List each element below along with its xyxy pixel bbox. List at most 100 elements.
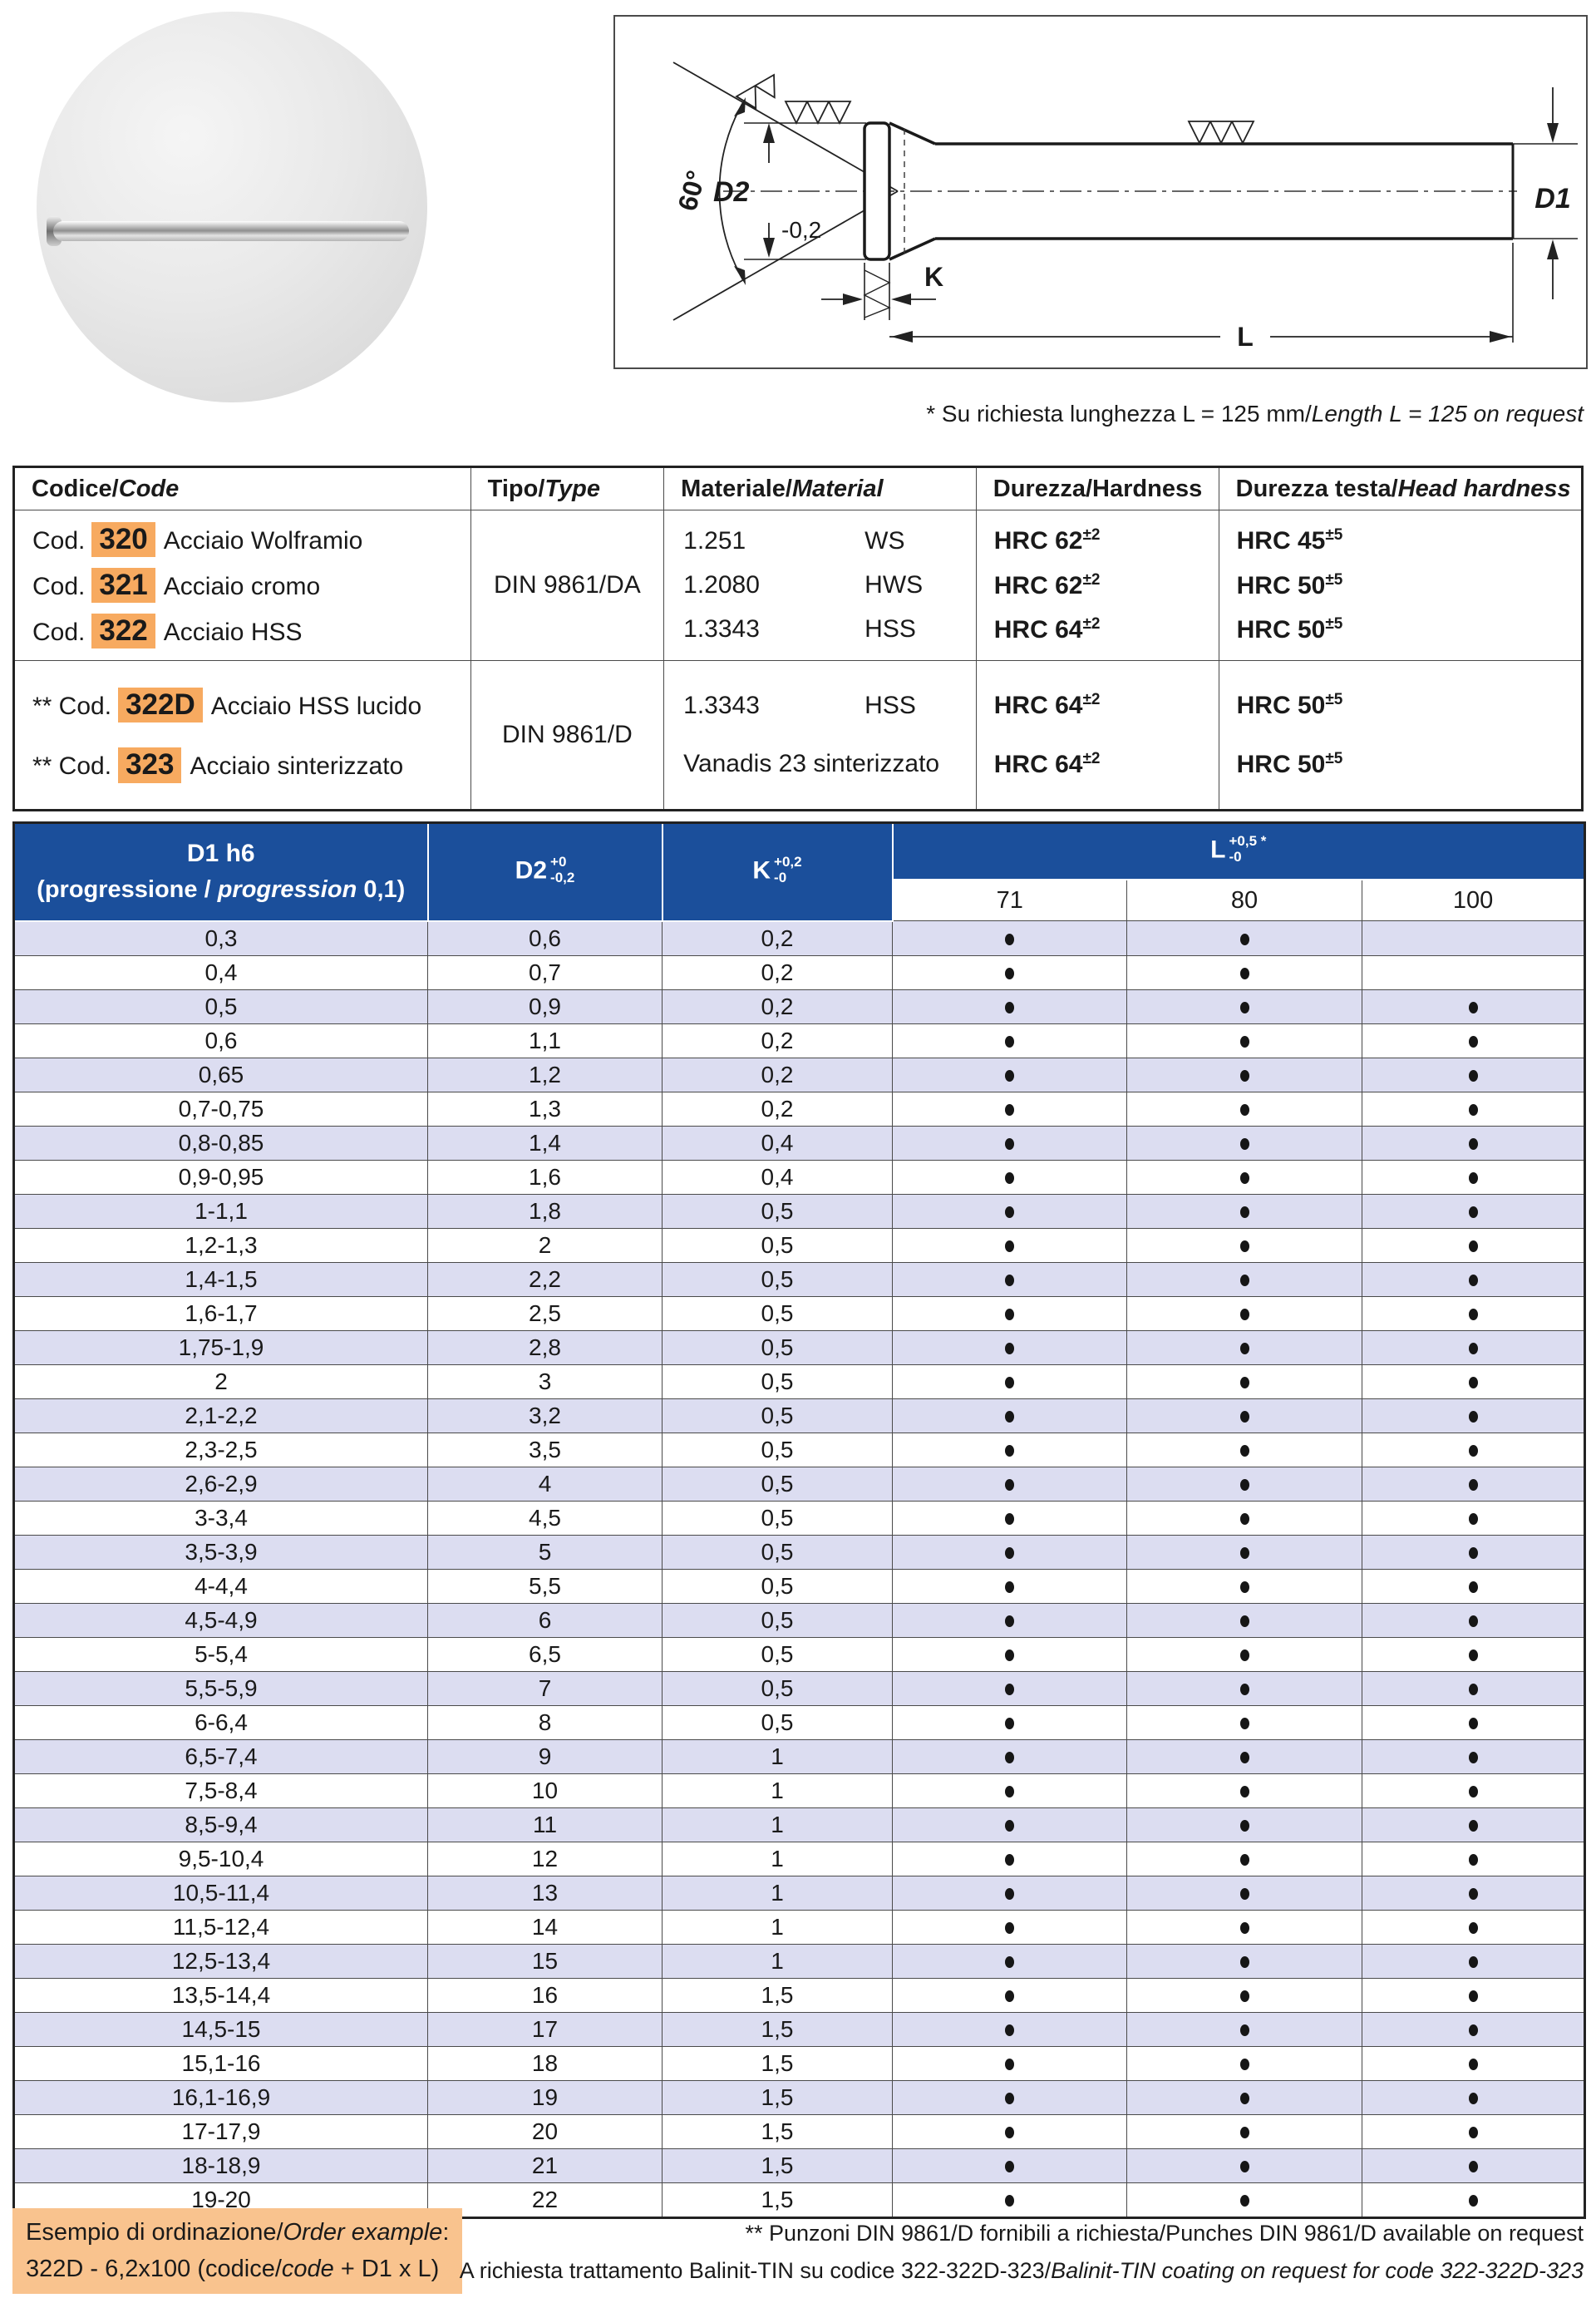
length-availability-cell	[1126, 1602, 1362, 1638]
length-availability-cell	[1126, 1329, 1362, 1365]
k-cell: 1	[662, 1841, 893, 1876]
length-availability-cell	[892, 1773, 1127, 1808]
length-availability-cell	[1361, 2011, 1586, 2047]
punch-shaft-photo	[53, 221, 409, 241]
length-availability-cell	[1126, 1500, 1362, 1536]
table-row: 7,5-8,4 10 1	[13, 1773, 1586, 1808]
d1-cell: 8,5-9,4	[13, 1807, 428, 1842]
d2-cell: 5,5	[427, 1568, 663, 1604]
availability-dot	[1005, 1854, 1014, 1867]
k-cell: 0,2	[662, 920, 893, 956]
d2-cell: 3,2	[427, 1398, 663, 1433]
availability-dot	[1005, 1070, 1014, 1082]
availability-dot	[1239, 1343, 1249, 1355]
length-availability-cell	[1126, 1841, 1362, 1876]
material-line: 1.3343 HSS	[683, 615, 916, 643]
length-availability-cell	[1361, 954, 1586, 990]
head-hardness-line: HRC 50±5	[1236, 749, 1343, 778]
d2-cell: 10	[427, 1773, 663, 1808]
d1-cell: 0,5	[13, 989, 428, 1024]
length-availability-cell	[892, 2045, 1127, 2081]
length-availability-cell	[892, 1738, 1127, 1774]
availability-dot	[1005, 1479, 1014, 1492]
code-line: ** Cod. 323 Acciaio sinterizzato	[16, 747, 470, 783]
roughness-icon	[735, 73, 776, 110]
length-availability-cell	[1126, 1466, 1362, 1502]
k-cell: 0,5	[662, 1227, 893, 1263]
length-availability-cell	[1126, 1670, 1362, 1706]
availability-dot	[1239, 1309, 1249, 1321]
availability-dot	[1005, 1786, 1014, 1798]
availability-dot	[1005, 2161, 1014, 2173]
length-availability-cell	[1361, 1227, 1586, 1263]
code-badge: 323	[118, 747, 182, 783]
availability-dot	[1239, 968, 1249, 980]
availability-dot	[1239, 1275, 1249, 1287]
header-d1: D1 h6 (progressione / progression 0,1)	[12, 821, 429, 922]
material-line: 1.3343 HSS	[683, 692, 916, 719]
d1-cell: 2,6-2,9	[13, 1466, 428, 1502]
length-availability-cell	[892, 920, 1127, 956]
availability-dot	[1468, 1240, 1478, 1253]
length-availability-cell	[1361, 2182, 1586, 2218]
length-availability-cell	[1361, 1364, 1586, 1399]
material-line: Vanadis 23 sinterizzato	[683, 750, 940, 777]
length-availability-cell	[1126, 1807, 1362, 1842]
length-availability-cell	[892, 1841, 1127, 1876]
availability-dot	[1468, 2059, 1478, 2071]
k-cell: 0,5	[662, 1398, 893, 1433]
length-availability-cell	[1126, 2182, 1362, 2218]
availability-dot	[1239, 933, 1249, 945]
availability-dot	[1005, 1547, 1014, 1560]
d1-cell: 6-6,4	[13, 1704, 428, 1740]
arc-arrow-top	[734, 97, 746, 116]
availability-dot	[1005, 1650, 1014, 1662]
availability-dot	[1239, 1990, 1249, 2003]
k-cell: 0,5	[662, 1534, 893, 1570]
header-codice: Codice/Code	[13, 466, 471, 510]
hardness-line: HRC 62±2	[993, 526, 1101, 555]
k-cell: 1	[662, 1875, 893, 1911]
length-availability-cell	[1361, 1432, 1586, 1467]
d1-cell: 0,6	[13, 1023, 428, 1058]
availability-dot	[1005, 1138, 1014, 1151]
d1-label: D1	[1534, 183, 1570, 215]
length-availability-cell	[1126, 1773, 1362, 1808]
availability-dot	[1005, 1275, 1014, 1287]
d2-cell: 14	[427, 1909, 663, 1945]
table-row: 2 3 0,5	[13, 1364, 1586, 1399]
length-availability-cell	[1126, 1091, 1362, 1127]
length-availability-cell	[1361, 1841, 1586, 1876]
order-example-line2: 322D - 6,2x100 (codice/code + D1 x L)	[26, 2255, 440, 2282]
availability-dot	[1239, 1615, 1249, 1628]
table-row: 11,5-12,4 14 1	[13, 1909, 1586, 1945]
availability-dot	[1005, 2059, 1014, 2071]
table-row: 18-18,9 21 1,5	[13, 2148, 1586, 2183]
length-availability-cell	[892, 989, 1127, 1024]
length-availability-cell	[1126, 2045, 1362, 2081]
material-line: 1.251 WS	[683, 527, 905, 555]
footnote-2: A richiesta trattamento Balinit-TIN su c…	[459, 2257, 1584, 2283]
availability-dot	[1468, 1309, 1478, 1321]
tipo-cell: DIN 9861/D	[470, 660, 665, 811]
d1-cell: 0,3	[13, 920, 428, 956]
availability-dot	[1468, 1513, 1478, 1526]
durezza-cell: HRC 62±2 HRC 62±2 HRC 64±2	[975, 510, 1219, 661]
dimensions-table: D1 h6 (progressione / progression 0,1) D…	[12, 821, 1587, 2219]
availability-dot	[1239, 1411, 1249, 1423]
length-availability-cell	[892, 1602, 1127, 1638]
d1-cell: 0,4	[13, 954, 428, 990]
length-availability-cell	[1361, 1636, 1586, 1672]
availability-dot	[1005, 1888, 1014, 1901]
code-group-row: Cod. 320 Acciaio Wolframio Cod. 321 Acciaio …	[13, 510, 1584, 661]
d1-cell: 1-1,1	[13, 1193, 428, 1229]
length-availability-cell	[1126, 1364, 1362, 1399]
length-availability-cell	[1126, 1023, 1362, 1058]
table-row: 1,6-1,7 2,5 0,5	[13, 1295, 1586, 1331]
availability-dot	[1005, 2093, 1014, 2105]
availability-dot	[1239, 1718, 1249, 1730]
table-row: 2,3-2,5 3,5 0,5	[13, 1432, 1586, 1467]
length-availability-cell	[1361, 1977, 1586, 2013]
cone-line-lower	[672, 190, 899, 321]
d2-cell: 1,4	[427, 1125, 663, 1161]
